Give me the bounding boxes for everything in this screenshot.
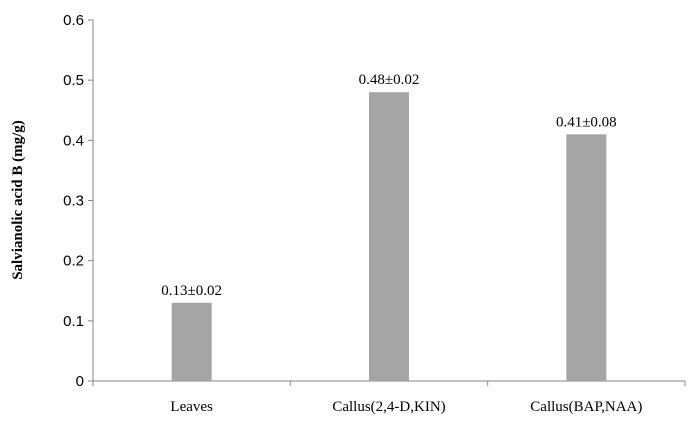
data-label: 0.41±0.08	[556, 114, 617, 130]
y-tick-label: 0.3	[63, 193, 84, 210]
bars	[171, 92, 607, 381]
bar	[369, 92, 409, 381]
x-tick-label: Leaves	[170, 399, 213, 415]
x-tick-label: Callus(2,4-D,KIN)	[332, 399, 445, 415]
bar	[566, 134, 607, 381]
data-label: 0.48±0.02	[359, 72, 420, 88]
y-tick-label: 0.6	[63, 12, 84, 29]
y-tick-label: 0.2	[63, 253, 84, 270]
y-tick-label: 0.5	[63, 72, 84, 89]
labels: 0.13±0.02 Leaves 0.48±0.02 Callus(2,4-D,KIN…	[161, 72, 642, 415]
y-tick-label: 0.4	[63, 132, 84, 149]
y-tick-label: 0.1	[63, 313, 84, 330]
y-axis-title: Salvianolic acid B (mg/g)	[10, 120, 26, 280]
data-label: 0.13±0.02	[161, 283, 222, 299]
x-tick-label: Callus(BAP,NAA)	[530, 399, 642, 415]
y-tick-label: 0	[76, 373, 84, 390]
bar	[171, 302, 212, 381]
